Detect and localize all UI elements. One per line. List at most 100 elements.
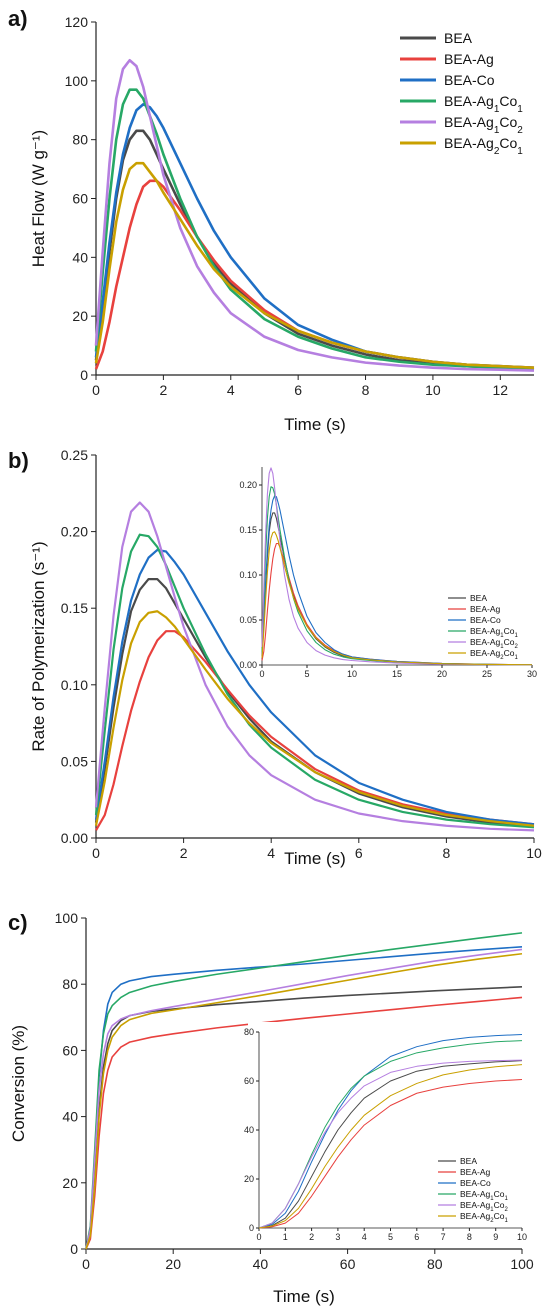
x-axis-title: Time (s) [284,415,346,434]
label-part: Co [499,114,517,130]
series-line-bea-co [94,548,535,826]
label-part: BEA-Ag [470,637,501,647]
subscript: 2 [490,1218,494,1224]
series-line-bea-ag1co2 [85,948,523,1250]
subscript: 1 [504,1218,508,1224]
x-tick-label: 0 [82,1256,90,1272]
subscript: 2 [514,644,518,650]
subscript: 1 [504,1196,508,1202]
series-line-bea [258,1060,523,1229]
inset-b: 0 5 10 15 20 25 300.000.050.100.150.20BEABEA-A… [239,467,537,679]
panel-label: b) [8,448,29,473]
x-tick-label: 0 [259,669,264,679]
subscript: 1 [514,655,518,661]
x-tick-label: 60 [340,1256,356,1272]
series-line-bea-ag2co1 [94,610,535,827]
legend-label: BEA-Ag1Co2 [460,1200,508,1213]
y-tick-label: 80 [62,976,78,992]
label-part: Co [504,648,515,658]
x-tick-label: 2 [159,382,167,398]
x-tick-label: 10 [425,382,441,398]
y-tick-label: 100 [55,910,79,926]
label-part: Co [494,1200,505,1210]
legend-label: BEA-Co [460,1178,491,1188]
series-line-bea-co [261,495,533,666]
x-tick-label: 2 [180,845,188,861]
label-part: BEA-Ag [460,1189,491,1199]
series-line-bea-ag1co1 [94,533,535,829]
label-part: BEA-Ag [460,1200,491,1210]
y-tick-label: 0.15 [61,600,88,616]
legend-label: BEA [460,1156,477,1166]
x-tick-label: 8 [362,382,370,398]
series-line-bea-ag2co1 [261,531,533,666]
y-tick-label: 0.10 [61,677,88,693]
x-tick-label: 10 [526,845,542,861]
y-tick-label: 100 [65,73,89,89]
label-part: Co [499,93,517,109]
y-tick-label: 20 [72,308,88,324]
series-line-bea-ag1co2 [258,1059,523,1229]
series-line-bea-ag1co1 [85,932,523,1250]
legend-label: BEA-Ag2Co1 [444,135,523,157]
y-tick-label: 0.05 [239,615,257,625]
x-tick-label: 10 [347,669,357,679]
panel-a: a)0 2 4 6 8 10 12020406080100120BEABEA-AgBEA-C… [8,6,535,434]
label-part: Co [494,1211,505,1221]
label-part: BEA-Ag [444,135,494,151]
x-tick-label: 25 [482,669,492,679]
legend-label: BEA-Ag1Co1 [460,1189,508,1202]
inset-c: 0 1 2 3 4 5 6 7 8 9 10020406080BEABEA-AgBEA-CoBEA-… [244,1022,528,1242]
x-tick-label: 8 [467,1232,472,1242]
label-part: Co [499,135,517,151]
subscript: 1 [490,1207,494,1213]
y-tick-label: 60 [72,191,88,207]
subscript: 1 [500,633,504,639]
legend-label: BEA [470,593,487,603]
y-tick-label: 120 [65,14,89,30]
subscript: 1 [517,104,523,115]
x-axis-title: Time (s) [284,849,346,868]
x-tick-label: 15 [392,669,402,679]
panel-label: c) [8,910,28,935]
series-line-bea-ag1co2 [261,467,533,666]
series-line-bea-ag [85,996,523,1250]
x-tick-label: 6 [355,845,363,861]
x-tick-label: 0 [92,845,100,861]
label-part: BEA-Ag [444,114,494,130]
y-tick-label: 0.25 [61,447,88,463]
x-tick-label: 12 [493,382,509,398]
y-tick-label: 0.20 [239,480,257,490]
y-tick-label: 40 [72,249,88,265]
x-tick-label: 20 [165,1256,181,1272]
y-tick-label: 80 [244,1027,254,1037]
subscript: 1 [517,146,523,157]
series-line-bea [94,577,535,827]
legend-label: BEA-Ag [460,1167,491,1177]
legend-label: BEA-Co [470,615,501,625]
series-line-bea-ag1co2 [94,501,535,832]
x-tick-label: 30 [527,669,537,679]
series-line-bea-co [258,1033,523,1229]
legend-label: BEA-Ag1Co1 [444,93,523,115]
subscript: 1 [490,1196,494,1202]
legend-label: BEA [444,30,473,46]
x-tick-label: 5 [304,669,309,679]
label-part: BEA-Ag [444,93,494,109]
legend-label: BEA-Co [444,72,495,88]
y-tick-label: 0.05 [61,753,88,769]
x-tick-label: 2 [309,1232,314,1242]
legend-label: BEA-Ag2Co1 [470,648,518,661]
subscript: 2 [517,125,523,136]
series-line-bea-ag [258,1079,523,1229]
y-tick-label: 60 [62,1042,78,1058]
legend-label: BEA-Ag2Co1 [460,1211,508,1224]
series-line-bea-ag2co1 [258,1064,523,1229]
y-tick-label: 0.20 [61,524,88,540]
label-part: Co [504,637,515,647]
series-line-bea-ag1co1 [94,88,535,371]
subscript: 1 [500,644,504,650]
